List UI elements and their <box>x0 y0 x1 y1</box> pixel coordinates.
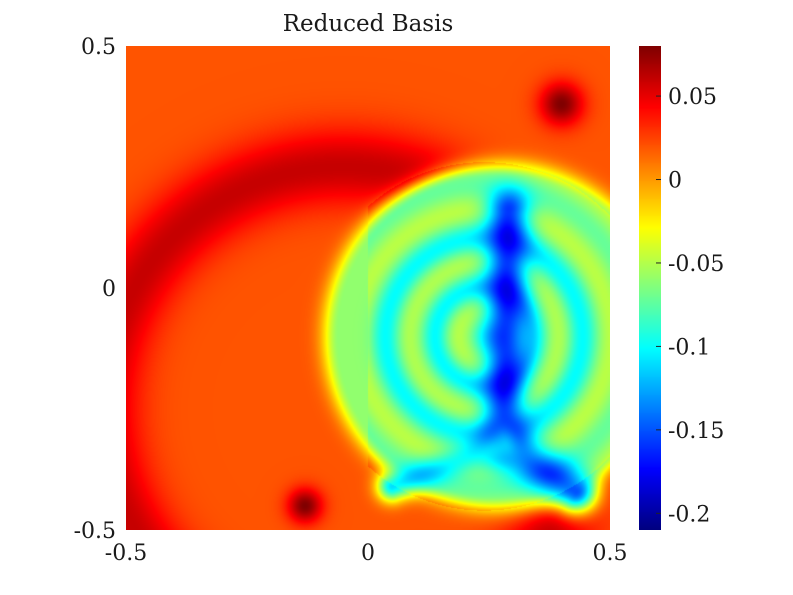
colorbar-tick-label: -0.1 <box>668 335 710 360</box>
x-tick-label: 0 <box>361 541 375 566</box>
colorbar-tick-label: -0.2 <box>668 502 710 527</box>
colorbar-gradient <box>639 46 661 530</box>
colorbar-tick-label: 0.05 <box>668 85 717 110</box>
heatmap-canvas <box>126 46 610 530</box>
x-tick-label: -0.5 <box>105 541 147 566</box>
colorbar-tick-label: -0.15 <box>668 419 724 444</box>
y-tick-label: 0 <box>102 277 116 302</box>
y-tick-label: 0.5 <box>81 35 116 60</box>
plot-area <box>126 46 610 530</box>
colorbar-tick-label: 0 <box>668 169 682 194</box>
colorbar-tick-label: -0.05 <box>668 252 724 277</box>
chart-title: Reduced Basis <box>283 11 454 37</box>
y-axis: 0.5 0 -0.5 <box>74 35 116 544</box>
colorbar-ticks: 0.05 0 -0.05 -0.1 -0.15 -0.2 <box>656 85 724 527</box>
colorbar: 0.05 0 -0.05 -0.1 -0.15 -0.2 <box>639 46 724 530</box>
x-tick-label: 0.5 <box>593 541 628 566</box>
y-tick-label: -0.5 <box>74 519 116 544</box>
x-axis: -0.5 0 0.5 <box>105 541 628 566</box>
